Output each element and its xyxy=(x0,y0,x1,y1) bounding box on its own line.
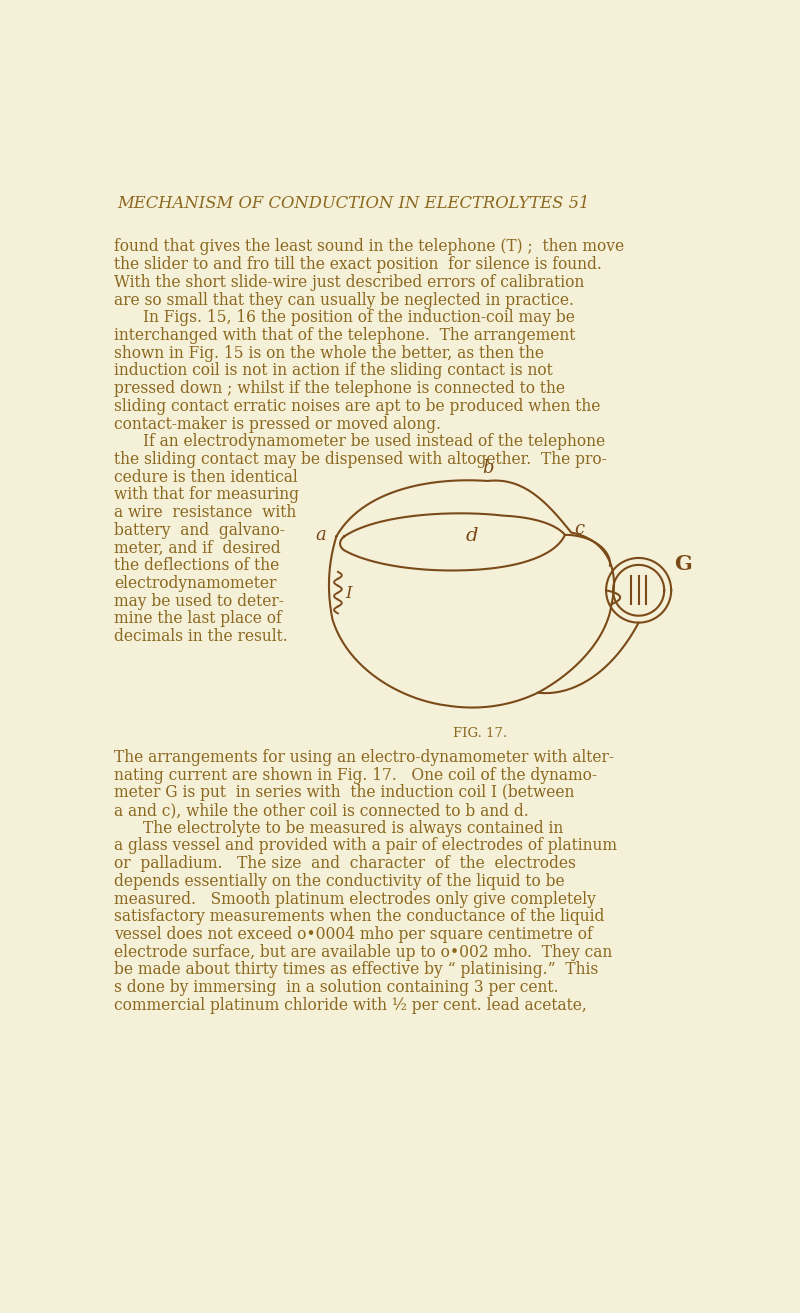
Text: found that gives the least sound in the telephone (T) ;  then move: found that gives the least sound in the … xyxy=(114,239,624,256)
Text: nating current are shown in Fig. 17.   One coil of the dynamo-: nating current are shown in Fig. 17. One… xyxy=(114,767,597,784)
Text: The arrangements for using an electro-dynamometer with alter-: The arrangements for using an electro-dy… xyxy=(114,748,614,765)
Text: pressed down ; whilst if the telephone is connected to the: pressed down ; whilst if the telephone i… xyxy=(114,379,565,397)
Text: or  palladium.   The size  and  character  of  the  electrodes: or palladium. The size and character of … xyxy=(114,855,576,872)
Text: interchanged with that of the telephone.  The arrangement: interchanged with that of the telephone.… xyxy=(114,327,575,344)
Text: a glass vessel and provided with a pair of electrodes of platinum: a glass vessel and provided with a pair … xyxy=(114,838,617,855)
Text: I: I xyxy=(345,584,351,601)
Text: with that for measuring: with that for measuring xyxy=(114,486,299,503)
Text: mine the last place of: mine the last place of xyxy=(114,611,282,628)
Text: c: c xyxy=(574,520,585,538)
Text: may be used to deter-: may be used to deter- xyxy=(114,592,284,609)
Text: shown in Fig. 15 is on the whole the better, as then the: shown in Fig. 15 is on the whole the bet… xyxy=(114,345,544,361)
Text: are so small that they can usually be neglected in practice.: are so small that they can usually be ne… xyxy=(114,291,574,309)
Text: be made about thirty times as effective by “ platinising.”  This: be made about thirty times as effective … xyxy=(114,961,598,978)
Text: b: b xyxy=(482,460,494,477)
Text: a wire  resistance  with: a wire resistance with xyxy=(114,504,296,521)
Text: battery  and  galvano-: battery and galvano- xyxy=(114,521,285,538)
Text: decimals in the result.: decimals in the result. xyxy=(114,628,288,645)
Text: FIG. 17.: FIG. 17. xyxy=(453,727,507,741)
Text: electrodynamometer: electrodynamometer xyxy=(114,575,276,592)
Text: induction coil is not in action if the sliding contact is not: induction coil is not in action if the s… xyxy=(114,362,553,379)
Text: The electrolyte to be measured is always contained in: The electrolyte to be measured is always… xyxy=(142,819,563,836)
Text: G: G xyxy=(674,554,692,574)
Text: If an electrodynamometer be used instead of the telephone: If an electrodynamometer be used instead… xyxy=(142,433,605,450)
Text: the deflections of the: the deflections of the xyxy=(114,557,279,574)
Text: electrode surface, but are available up to o•002 mho.  They can: electrode surface, but are available up … xyxy=(114,944,612,961)
Text: s done by immersing  in a solution containing 3 per cent.: s done by immersing in a solution contai… xyxy=(114,979,558,997)
Text: d: d xyxy=(466,528,478,545)
Text: the slider to and fro till the exact position  for silence is found.: the slider to and fro till the exact pos… xyxy=(114,256,602,273)
Text: a: a xyxy=(315,527,326,544)
Text: depends essentially on the conductivity of the liquid to be: depends essentially on the conductivity … xyxy=(114,873,565,890)
Text: a and c), while the other coil is connected to b and d.: a and c), while the other coil is connec… xyxy=(114,802,529,819)
Text: sliding contact erratic noises are apt to be produced when the: sliding contact erratic noises are apt t… xyxy=(114,398,600,415)
Text: cedure is then identical: cedure is then identical xyxy=(114,469,298,486)
Text: With the short slide-wire just described errors of calibration: With the short slide-wire just described… xyxy=(114,274,584,291)
Text: the sliding contact may be dispensed with altogether.  The pro-: the sliding contact may be dispensed wit… xyxy=(114,450,606,467)
Text: contact-maker is pressed or moved along.: contact-maker is pressed or moved along. xyxy=(114,415,441,432)
Text: measured.   Smooth platinum electrodes only give completely: measured. Smooth platinum electrodes onl… xyxy=(114,890,596,907)
Text: meter, and if  desired: meter, and if desired xyxy=(114,540,281,557)
Text: satisfactory measurements when the conductance of the liquid: satisfactory measurements when the condu… xyxy=(114,909,604,926)
Text: In Figs. 15, 16 the position of the induction-coil may be: In Figs. 15, 16 the position of the indu… xyxy=(142,310,574,326)
Text: commercial platinum chloride with ½ per cent. lead acetate,: commercial platinum chloride with ½ per … xyxy=(114,997,586,1014)
Text: MECHANISM OF CONDUCTION IN ELECTROLYTES 51: MECHANISM OF CONDUCTION IN ELECTROLYTES … xyxy=(117,194,590,211)
Text: vessel does not exceed o•0004 mho per square centimetre of: vessel does not exceed o•0004 mho per sq… xyxy=(114,926,593,943)
Text: meter G is put  in series with  the induction coil I (between: meter G is put in series with the induct… xyxy=(114,784,574,801)
